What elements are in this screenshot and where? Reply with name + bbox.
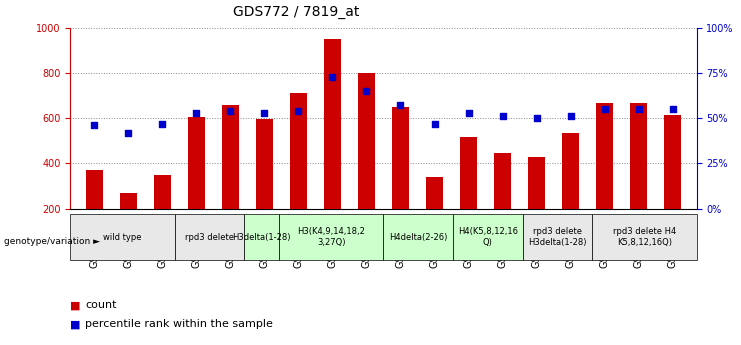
Point [496, 114, 508, 119]
Bar [70, 214, 175, 260]
Bar [256, 119, 273, 254]
Point [531, 115, 542, 121]
Point [122, 130, 134, 135]
Text: ■: ■ [70, 319, 81, 329]
Point [565, 114, 576, 119]
Text: rpd3 delete
H3delta(1-28): rpd3 delete H3delta(1-28) [528, 227, 587, 247]
Point [190, 110, 202, 116]
Bar [562, 133, 579, 254]
Text: wild type: wild type [103, 233, 142, 242]
Bar [154, 175, 170, 254]
Point [462, 110, 474, 116]
Bar [222, 105, 239, 254]
Bar [528, 157, 545, 254]
Point [259, 110, 270, 116]
Point [156, 121, 168, 126]
Bar [86, 170, 103, 254]
Point [633, 106, 645, 112]
Point [88, 122, 100, 128]
Bar [460, 137, 477, 254]
Bar [522, 214, 592, 260]
Point [293, 108, 305, 114]
Bar [245, 214, 279, 260]
Bar [597, 104, 613, 254]
Text: GDS772 / 7819_at: GDS772 / 7819_at [233, 5, 359, 19]
Text: H4delta(2-26): H4delta(2-26) [389, 233, 448, 242]
Text: genotype/variation ►: genotype/variation ► [4, 237, 100, 246]
Point [599, 106, 611, 112]
Text: H3delta(1-28): H3delta(1-28) [233, 233, 291, 242]
Point [327, 74, 339, 79]
Bar [290, 93, 307, 254]
Bar [664, 115, 681, 254]
Text: count: count [85, 300, 117, 310]
Text: rpd3 delete: rpd3 delete [185, 233, 234, 242]
Bar [279, 214, 384, 260]
Bar [324, 39, 341, 254]
Point [225, 108, 236, 114]
Bar [384, 214, 453, 260]
Text: H3(K4,9,14,18,2
3,27Q): H3(K4,9,14,18,2 3,27Q) [297, 227, 365, 247]
Text: H4(K5,8,12,16
Q): H4(K5,8,12,16 Q) [458, 227, 518, 247]
Bar [494, 153, 511, 254]
Bar [175, 214, 245, 260]
Bar [630, 104, 647, 254]
Bar [358, 73, 375, 254]
Text: rpd3 delete H4
K5,8,12,16Q): rpd3 delete H4 K5,8,12,16Q) [613, 227, 676, 247]
Point [394, 103, 406, 108]
Bar [120, 193, 137, 254]
Bar [592, 214, 697, 260]
Bar [453, 214, 522, 260]
Text: ■: ■ [70, 300, 81, 310]
Point [667, 106, 679, 112]
Bar [426, 177, 443, 254]
Bar [392, 107, 409, 254]
Point [428, 121, 440, 126]
Bar [187, 117, 205, 254]
Text: percentile rank within the sample: percentile rank within the sample [85, 319, 273, 329]
Point [361, 88, 373, 94]
